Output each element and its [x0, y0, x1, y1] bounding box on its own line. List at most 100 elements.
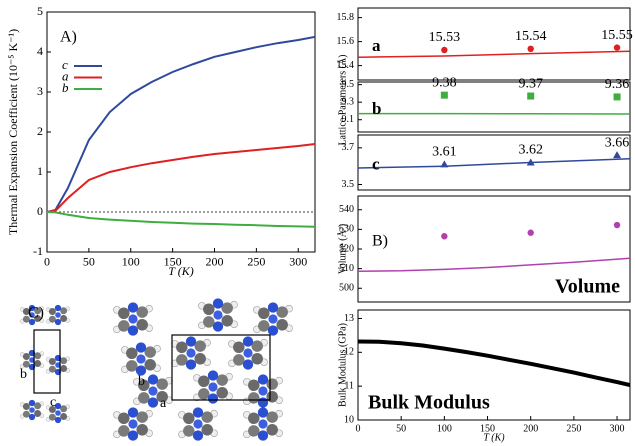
y-tick-label: 540 [339, 204, 354, 215]
structure-side [19, 304, 71, 424]
y-tick-label: -1 [33, 244, 43, 258]
legend-label: c [62, 57, 68, 72]
molecule [112, 406, 154, 442]
molecule [45, 354, 71, 376]
x-axis-label: T (K) [483, 432, 505, 443]
value-label: 9.37 [518, 76, 543, 91]
data-point [527, 92, 535, 100]
value-label: 15.55 [601, 28, 633, 43]
y-tick-label: 9.3 [342, 96, 355, 107]
y-tick-label: 3.7 [342, 142, 355, 153]
y-tick-label: 1 [37, 164, 43, 178]
y-tick-label: 10 [344, 414, 354, 425]
x-tick-label: 50 [396, 423, 406, 434]
molecule [120, 341, 162, 377]
annotation: Bulk Modulus [368, 392, 490, 414]
y-tick-label: 2 [37, 124, 43, 138]
panel-label: A) [60, 29, 77, 46]
molecule [252, 301, 294, 337]
value-label: 3.66 [605, 135, 630, 150]
x-tick-label: 0 [356, 423, 361, 434]
data-point [441, 233, 448, 240]
series-line [47, 211, 315, 228]
plot-frame [357, 7, 631, 81]
axis-label: a [160, 396, 167, 411]
plot-frame [357, 309, 631, 421]
series-line [358, 257, 630, 272]
data-point [613, 151, 622, 159]
value-label: 15.54 [515, 29, 547, 44]
molecule [19, 399, 45, 421]
y-axis-label: Thermal Expansion Coefficient (10⁻⁵ K⁻¹) [6, 29, 20, 235]
structure-panel: C) b c b a [19, 297, 294, 442]
panel: 500 510 520 530 540 B) Volume (Å³) Volume [336, 195, 631, 303]
x-tick-label: 150 [480, 423, 495, 434]
molecule [170, 335, 212, 371]
data-point [527, 229, 534, 236]
molecule [227, 335, 269, 371]
annotation: Volume [555, 276, 620, 298]
panel: 3.5 3.7 c 3.61 3.62 3.66 [342, 134, 631, 191]
data-point [527, 45, 534, 52]
legend-label: a [62, 68, 69, 83]
molecule [112, 301, 154, 337]
molecule [242, 406, 284, 442]
data-point [440, 91, 448, 99]
molecule [197, 297, 239, 333]
axis-label: b [20, 367, 27, 382]
series-name: c [372, 154, 380, 173]
plot-frame [46, 11, 316, 253]
x-axis-label: T (K) [168, 264, 193, 278]
y-axis-label: Bulk Modulus (GPa) [337, 323, 348, 407]
plot-frame [357, 81, 631, 133]
value-label: 3.61 [432, 145, 457, 160]
data-point [613, 221, 621, 229]
series-line [358, 158, 630, 169]
molecule [177, 406, 219, 442]
x-tick-label: 200 [523, 423, 538, 434]
x-tick-label: 250 [247, 255, 265, 269]
panel: 9.1 9.3 9.5 b 9.38 9.37 9.36 [342, 75, 631, 133]
y-tick-label: 9.1 [342, 114, 355, 125]
y-tick-label: 15.6 [337, 36, 355, 47]
panel-label: B) [372, 233, 388, 250]
series-line [47, 143, 315, 213]
x-tick-label: 300 [289, 255, 307, 269]
panel: 15.4 15.6 15.8 a 15.53 15.54 15.55 Lattice Para… [336, 7, 633, 146]
y-tick-label: 500 [339, 283, 354, 294]
molecule [242, 373, 284, 409]
series-line [358, 50, 630, 58]
molecule [45, 304, 71, 326]
x-tick-label: 100 [437, 423, 452, 434]
y-tick-label: 3.5 [342, 179, 355, 190]
series-line [358, 339, 630, 388]
series-line [47, 35, 315, 213]
x-tick-label: 100 [122, 255, 140, 269]
axis-label: b [138, 374, 145, 389]
data-point [526, 158, 535, 166]
unit-cell [33, 329, 61, 394]
series-name: a [372, 36, 381, 55]
y-tick-label: 0 [37, 204, 43, 218]
plot-frame [357, 134, 631, 191]
series-name: b [372, 99, 381, 118]
y-tick-label: 5 [37, 4, 43, 18]
y-tick-label: 510 [339, 263, 354, 274]
y-tick-label: 520 [339, 243, 354, 254]
y-axis-label: Lattice Parameters (Å) [336, 54, 348, 145]
structure-top [112, 297, 294, 442]
y-tick-label: 15.8 [337, 12, 355, 23]
value-label: 9.36 [605, 77, 630, 92]
y-tick-label: 15.4 [337, 60, 355, 71]
x-tick-label: 250 [566, 423, 581, 434]
x-tick-label: 0 [44, 255, 50, 269]
axis-label: c [50, 395, 56, 410]
value-label: 15.53 [429, 30, 461, 45]
legend-label: b [62, 80, 69, 95]
x-tick-label: 300 [610, 423, 625, 434]
molecule [192, 369, 234, 405]
x-tick-label: 50 [83, 255, 95, 269]
